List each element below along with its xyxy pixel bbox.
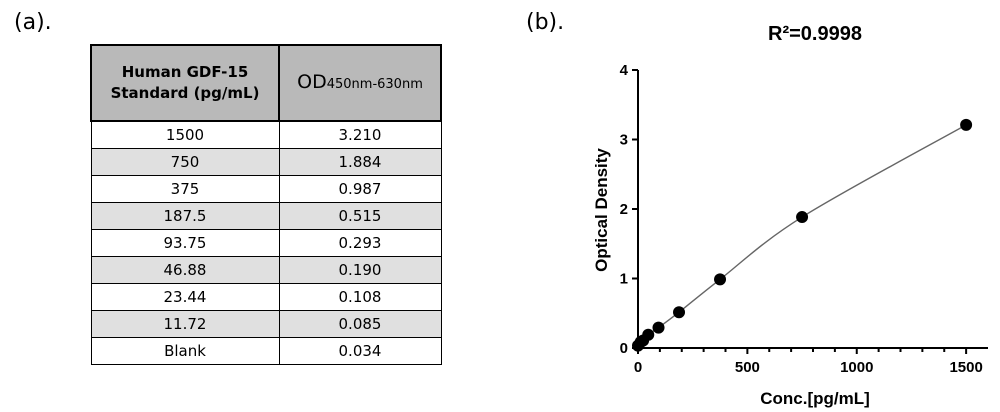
data-points (632, 118, 973, 352)
x-tick-label: 1500 (949, 359, 982, 376)
od-cell: 0.034 (278, 337, 442, 365)
od-cell: 1.884 (278, 148, 442, 176)
od-cell: 0.108 (278, 283, 442, 311)
table-row: 23.44 0.108 (90, 283, 442, 311)
table-row: 750 1.884 (90, 148, 442, 176)
table-header-row: Human GDF-15 Standard (pg/mL) OD450nm-63… (90, 44, 442, 122)
od-cell: 0.515 (278, 202, 442, 230)
standard-table: Human GDF-15 Standard (pg/mL) OD450nm-63… (90, 44, 442, 365)
x-axis-title: Conc.[pg/mL] (760, 389, 870, 408)
table-row: 93.75 0.293 (90, 229, 442, 257)
table-row: Blank 0.034 (90, 337, 442, 365)
y-tick-label: 2 (620, 201, 628, 218)
data-point (673, 306, 686, 319)
concentration-cell: 23.44 (90, 283, 280, 311)
concentration-cell: 750 (90, 148, 280, 176)
header-standard-concentration: Human GDF-15 Standard (pg/mL) (90, 44, 280, 122)
od-cell: 0.190 (278, 256, 442, 284)
data-point (796, 211, 809, 224)
y-tick-label: 4 (620, 62, 629, 79)
header-od-main: OD (297, 70, 327, 93)
data-point (960, 118, 973, 131)
x-tick-label: 500 (735, 359, 760, 376)
header-od-wavelength: 450nm-630nm (326, 76, 423, 92)
od-cell: 0.293 (278, 229, 442, 257)
concentration-cell: 187.5 (90, 202, 280, 230)
fit-curve-line (637, 124, 967, 347)
data-point (652, 321, 665, 334)
chart-title: R²=0.9998 (768, 23, 862, 45)
x-tick-label: 0 (634, 359, 642, 376)
y-tick-label: 1 (620, 271, 628, 288)
concentration-cell: Blank (90, 337, 280, 365)
od-cell: 3.210 (278, 120, 442, 149)
data-point (642, 328, 655, 341)
y-tick-label: 0 (620, 340, 628, 357)
x-tick-label: 1000 (840, 359, 873, 376)
panel-b-label: (b). (526, 10, 565, 35)
table-row: 187.5 0.515 (90, 202, 442, 230)
table-row: 375 0.987 (90, 175, 442, 203)
panel-a-label: (a). (14, 10, 52, 35)
header-optical-density: OD450nm-630nm (278, 44, 442, 122)
concentration-cell: 11.72 (90, 310, 280, 338)
table-row: 1500 3.210 (90, 120, 442, 149)
concentration-cell: 375 (90, 175, 280, 203)
chart-axes (637, 70, 988, 349)
concentration-cell: 1500 (90, 120, 280, 149)
chart-ticks: 0 1 2 3 4 0 500 1000 1500 (620, 62, 983, 376)
y-tick-label: 3 (620, 132, 628, 149)
table-body: 1500 3.210 750 1.884 375 0.987 187.5 0.515 93.75… (90, 120, 442, 365)
data-point (714, 273, 727, 286)
y-axis-title: Optical Density (592, 148, 611, 272)
